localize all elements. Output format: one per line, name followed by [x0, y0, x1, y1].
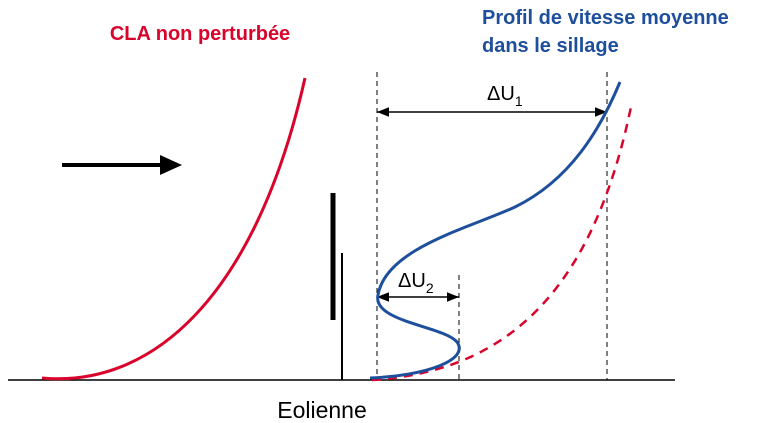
guides [376, 72, 608, 380]
delta2-label: ΔU2 [398, 270, 434, 296]
wake-title-line: dans le sillage [482, 35, 619, 57]
delta-subscript: 1 [515, 93, 523, 109]
delta1-label: ΔU1 [487, 83, 523, 109]
turbine-label: Eolienne [277, 397, 367, 423]
wake-profile [369, 81, 622, 380]
flow-arrowhead [160, 155, 182, 175]
delta-symbol: ΔU [487, 83, 515, 105]
wake-title-line: Profil de vitesse moyenne [482, 7, 729, 29]
undisturbed-profile [41, 77, 307, 381]
delta-subscript: 2 [426, 280, 434, 296]
undisturbed-label: CLA non perturbée [110, 23, 290, 45]
delta-symbol: ΔU [398, 270, 426, 292]
reference-profile [371, 101, 634, 382]
